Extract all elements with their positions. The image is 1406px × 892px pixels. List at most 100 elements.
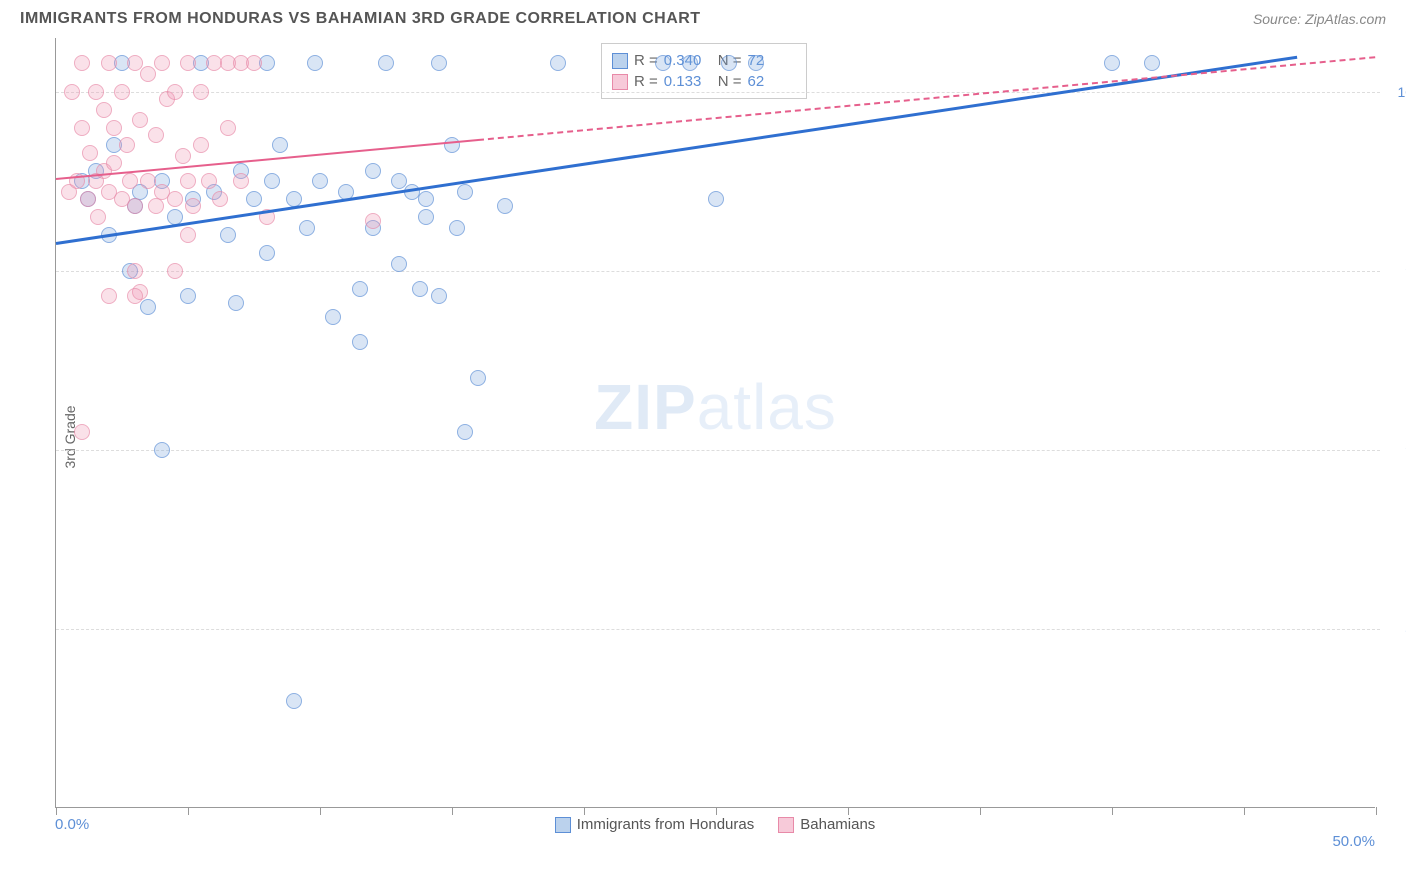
scatter-point [140,299,156,315]
scatter-point [74,424,90,440]
x-tick [56,807,57,815]
scatter-point [431,55,447,71]
scatter-point [101,288,117,304]
scatter-point [1104,55,1120,71]
scatter-point [148,127,164,143]
scatter-point [167,263,183,279]
scatter-point [74,55,90,71]
r-label: R = [634,52,658,69]
scatter-point [127,263,143,279]
scatter-point [220,120,236,136]
scatter-point [497,198,513,214]
swatch-blue-icon [612,53,628,69]
legend-item-1: Immigrants from Honduras [555,816,755,833]
x-tick [716,807,717,815]
scatter-point [180,55,196,71]
x-tick [1244,807,1245,815]
scatter-point [286,693,302,709]
x-tick [320,807,321,815]
x-tick [584,807,585,815]
stats-legend-box: R = 0.340 N = 72 R = 0.133 N = 62 [601,43,807,99]
scatter-point [412,281,428,297]
bottom-legend: Immigrants from Honduras Bahamians [55,816,1375,833]
r-label-2: R = [634,73,658,90]
scatter-point [655,55,671,71]
scatter-point [246,191,262,207]
scatter-point [418,191,434,207]
n-label-2: N = [718,73,742,90]
scatter-point [64,84,80,100]
scatter-point [228,295,244,311]
scatter-point [127,198,143,214]
scatter-point [444,137,460,153]
chart-header: IMMIGRANTS FROM HONDURAS VS BAHAMIAN 3RD… [0,0,1406,33]
scatter-point [457,424,473,440]
scatter-point [748,55,764,71]
x-tick [1112,807,1113,815]
scatter-point [122,173,138,189]
chart-title: IMMIGRANTS FROM HONDURAS VS BAHAMIAN 3RD… [20,10,701,28]
legend-label-2: Bahamians [800,816,875,833]
scatter-point [106,120,122,136]
scatter-point [180,173,196,189]
scatter-point [167,191,183,207]
scatter-point [74,120,90,136]
scatter-point [378,55,394,71]
scatter-point [325,309,341,325]
x-tick [1376,807,1377,815]
watermark: ZIPatlas [594,370,837,444]
scatter-point [272,137,288,153]
scatter-point [82,145,98,161]
scatter-point [148,198,164,214]
scatter-point [180,227,196,243]
legend-label-1: Immigrants from Honduras [577,816,755,833]
gridline [56,629,1380,630]
x-tick [848,807,849,815]
scatter-point [180,288,196,304]
legend-item-2: Bahamians [778,816,875,833]
scatter-point [470,370,486,386]
stats-row-series2: R = 0.133 N = 62 [612,71,796,92]
scatter-point [233,173,249,189]
scatter-point [220,227,236,243]
scatter-point [246,55,262,71]
scatter-point [721,55,737,71]
scatter-point [212,191,228,207]
scatter-plot: ZIPatlas R = 0.340 N = 72 R = 0.133 N = … [55,38,1375,808]
scatter-point [391,256,407,272]
scatter-point [167,84,183,100]
scatter-point [114,84,130,100]
scatter-point [154,55,170,71]
scatter-point [154,442,170,458]
stats-row-series1: R = 0.340 N = 72 [612,50,796,71]
scatter-point [1144,55,1160,71]
scatter-point [352,281,368,297]
watermark-thin: atlas [697,371,837,443]
scatter-point [80,191,96,207]
scatter-point [119,137,135,153]
scatter-point [708,191,724,207]
scatter-point [457,184,473,200]
chart-source: Source: ZipAtlas.com [1253,11,1386,27]
scatter-point [193,137,209,153]
scatter-point [185,198,201,214]
scatter-point [90,209,106,225]
scatter-point [299,220,315,236]
gridline [56,271,1380,272]
scatter-point [431,288,447,304]
swatch-pink-icon [612,74,628,90]
scatter-point [264,173,280,189]
scatter-point [96,102,112,118]
chart-area: 3rd Grade ZIPatlas R = 0.340 N = 72 R = … [55,38,1386,836]
x-tick [452,807,453,815]
x-tick [980,807,981,815]
scatter-point [365,163,381,179]
scatter-point [132,112,148,128]
x-max-label: 50.0% [1332,833,1375,850]
x-tick [188,807,189,815]
n-value-2: 62 [748,73,796,90]
scatter-point [106,155,122,171]
r-value-2: 0.133 [664,73,712,90]
scatter-point [312,173,328,189]
x-axis-labels: 0.0% Immigrants from Honduras Bahamians … [55,816,1375,836]
